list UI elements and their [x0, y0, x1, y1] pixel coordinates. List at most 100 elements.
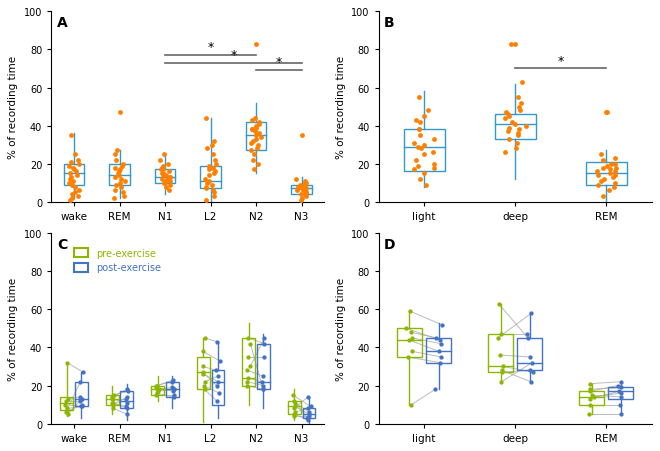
Point [152, 388, 163, 395]
Point [517, 79, 528, 86]
Bar [288, 401, 301, 414]
Point [210, 168, 220, 175]
Point [151, 384, 162, 391]
Bar [579, 391, 605, 405]
Point [62, 359, 73, 367]
Point [303, 393, 313, 400]
Point [513, 94, 523, 101]
Point [524, 354, 535, 361]
Point [163, 161, 174, 168]
Point [120, 403, 131, 410]
Point [246, 127, 257, 134]
Point [166, 378, 177, 386]
Point [117, 161, 128, 168]
Point [435, 359, 446, 367]
Point [512, 140, 522, 147]
Point [304, 413, 314, 420]
Point [116, 163, 127, 170]
Point [115, 184, 126, 191]
Point [164, 187, 174, 194]
Bar [397, 329, 422, 357]
Text: *: * [230, 49, 236, 62]
Point [288, 397, 299, 405]
Point [246, 140, 256, 147]
Point [200, 378, 211, 386]
Point [495, 352, 506, 359]
Point [61, 407, 72, 414]
Point [201, 180, 212, 187]
Point [111, 182, 121, 189]
Point [111, 157, 121, 164]
Point [67, 182, 77, 189]
Point [608, 174, 618, 181]
Point [507, 119, 517, 126]
Point [251, 123, 261, 130]
Point [203, 166, 214, 174]
Point [587, 391, 598, 399]
Point [504, 136, 515, 143]
Point [166, 384, 177, 391]
Point [609, 168, 620, 175]
Point [257, 382, 268, 389]
Point [300, 182, 310, 189]
Point [527, 369, 538, 376]
Point [296, 191, 306, 198]
Point [428, 165, 439, 172]
Point [108, 391, 119, 399]
Point [158, 180, 169, 187]
Point [168, 391, 179, 399]
Point [259, 354, 269, 361]
Point [615, 390, 626, 397]
Point [106, 396, 117, 403]
Point [247, 127, 257, 134]
Point [122, 393, 133, 400]
Text: *: * [558, 55, 564, 67]
Point [114, 180, 125, 187]
Point [254, 130, 265, 138]
Point [168, 393, 179, 400]
Point [199, 335, 210, 342]
Point [411, 157, 421, 164]
Point [201, 185, 211, 193]
Point [431, 335, 442, 342]
Point [304, 410, 314, 418]
Point [604, 187, 614, 194]
Point [157, 172, 168, 179]
Point [521, 123, 531, 130]
Point [300, 180, 310, 187]
Point [158, 151, 169, 158]
Point [289, 399, 300, 406]
Bar [246, 123, 267, 151]
Point [303, 416, 313, 423]
Point [523, 335, 533, 342]
Point [67, 195, 77, 202]
Point [113, 170, 123, 177]
Point [606, 161, 616, 168]
Point [247, 117, 257, 124]
Point [200, 176, 211, 183]
Point [121, 396, 131, 403]
Point [416, 146, 426, 153]
Point [155, 166, 166, 174]
Point [496, 378, 507, 386]
Point [212, 338, 222, 345]
Text: C: C [57, 237, 67, 251]
Point [160, 180, 170, 187]
Point [112, 147, 123, 155]
Point [70, 184, 81, 191]
Point [168, 386, 179, 393]
Point [65, 132, 76, 139]
Point [413, 163, 424, 170]
Point [251, 146, 262, 153]
Point [207, 182, 217, 189]
Point [119, 193, 130, 200]
Point [602, 163, 612, 170]
Point [255, 134, 266, 141]
Point [300, 180, 311, 187]
Point [211, 397, 222, 405]
Point [419, 170, 430, 177]
Point [414, 127, 424, 134]
Point [605, 166, 615, 174]
Point [585, 380, 595, 387]
Point [211, 367, 222, 374]
